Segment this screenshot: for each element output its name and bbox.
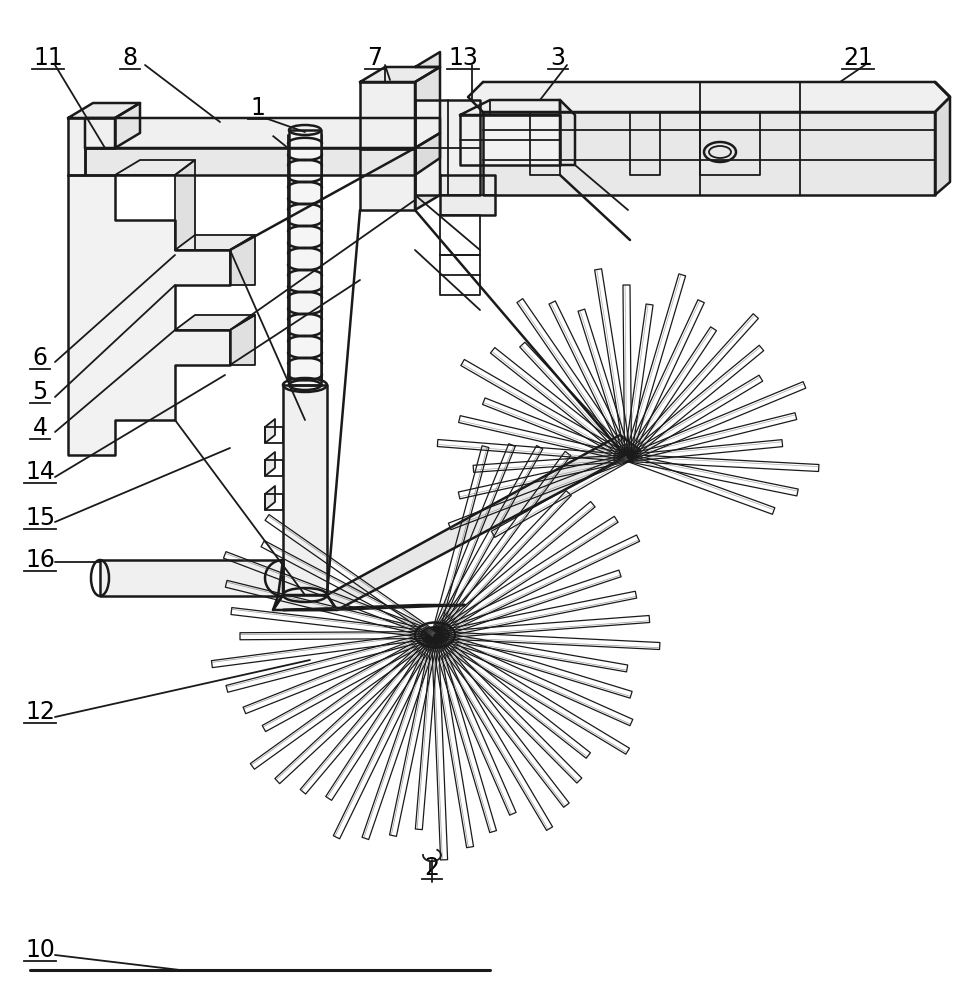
Polygon shape: [415, 52, 440, 210]
Polygon shape: [460, 115, 560, 165]
Text: 2: 2: [425, 856, 439, 880]
Text: 4: 4: [33, 416, 48, 440]
Text: 15: 15: [25, 506, 55, 530]
Polygon shape: [100, 560, 283, 596]
Polygon shape: [68, 103, 140, 118]
Polygon shape: [68, 175, 230, 455]
Polygon shape: [360, 82, 415, 210]
Text: 3: 3: [550, 46, 566, 70]
Text: 10: 10: [25, 938, 55, 962]
Text: 8: 8: [123, 46, 137, 70]
Text: 1: 1: [250, 96, 266, 120]
Text: 5: 5: [33, 380, 48, 404]
Polygon shape: [327, 435, 640, 610]
Polygon shape: [415, 133, 440, 175]
Polygon shape: [283, 385, 327, 595]
Polygon shape: [935, 82, 950, 195]
Polygon shape: [360, 67, 440, 82]
Polygon shape: [230, 235, 255, 285]
Polygon shape: [265, 419, 275, 443]
Polygon shape: [230, 315, 255, 365]
Polygon shape: [85, 148, 415, 175]
Polygon shape: [289, 130, 321, 385]
Text: 6: 6: [33, 346, 48, 370]
Polygon shape: [175, 235, 255, 250]
Polygon shape: [415, 100, 480, 195]
Polygon shape: [175, 315, 255, 330]
Polygon shape: [115, 103, 140, 148]
Polygon shape: [460, 100, 560, 115]
Text: 13: 13: [448, 46, 478, 70]
Polygon shape: [440, 175, 495, 215]
Text: 21: 21: [843, 46, 873, 70]
Polygon shape: [560, 100, 575, 165]
Text: 11: 11: [34, 46, 63, 70]
Polygon shape: [115, 160, 195, 175]
Polygon shape: [468, 82, 950, 112]
Polygon shape: [85, 118, 440, 148]
Text: 12: 12: [25, 700, 55, 724]
Polygon shape: [68, 118, 115, 175]
Text: 14: 14: [25, 460, 55, 484]
Polygon shape: [283, 605, 465, 610]
Polygon shape: [265, 486, 275, 510]
Text: 7: 7: [367, 46, 383, 70]
Polygon shape: [175, 160, 195, 250]
Polygon shape: [273, 595, 337, 610]
Text: 16: 16: [25, 548, 55, 572]
Polygon shape: [483, 112, 935, 195]
Polygon shape: [265, 452, 275, 476]
Polygon shape: [273, 560, 283, 610]
